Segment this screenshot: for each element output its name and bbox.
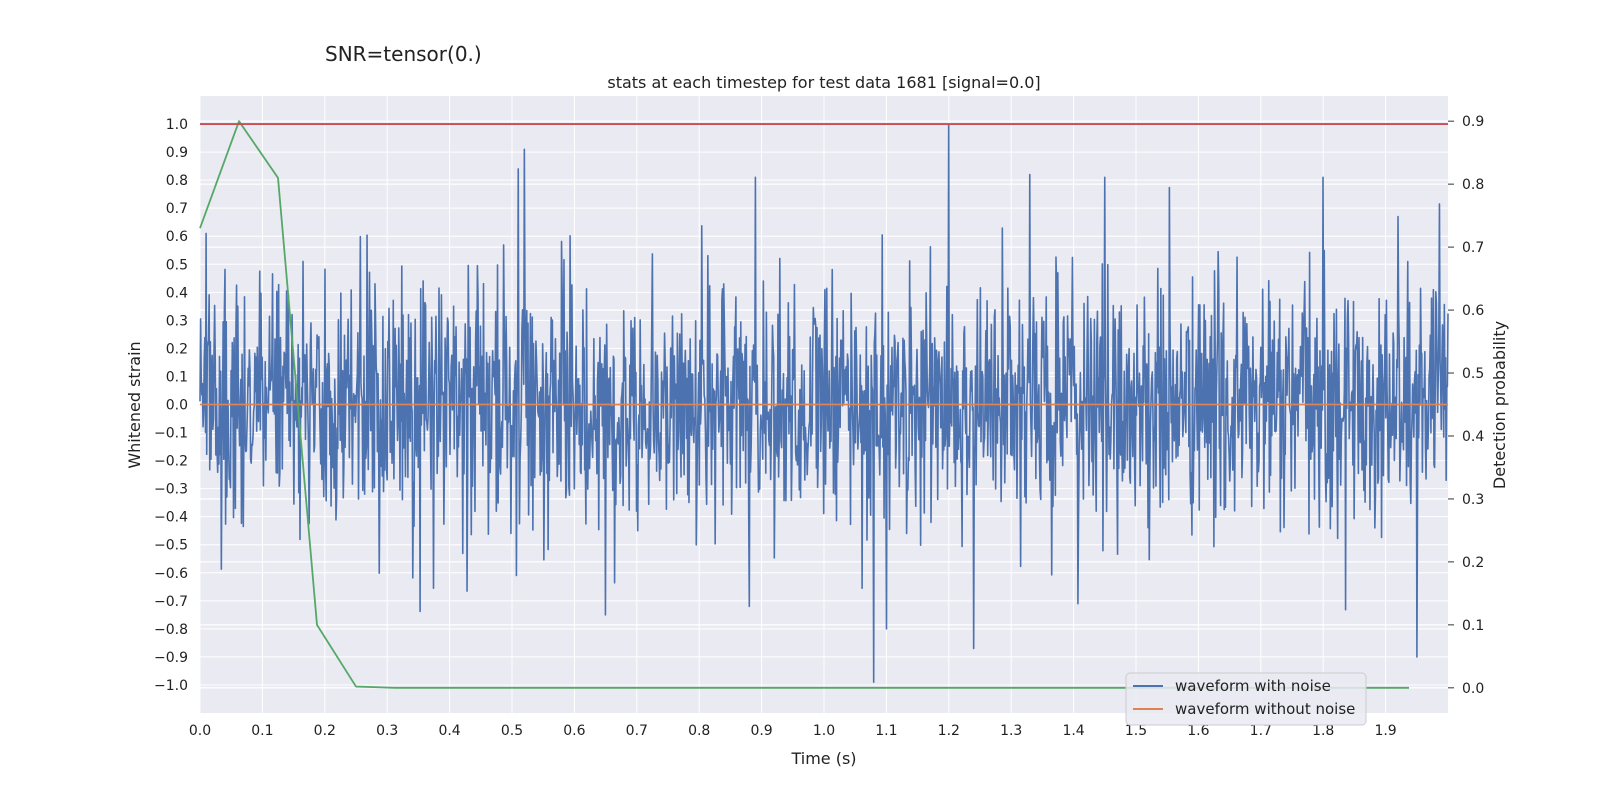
- chart-title: stats at each timestep for test data 168…: [607, 73, 1040, 92]
- y-tick-label: 0.3: [166, 313, 188, 329]
- x-tick-label: 1.8: [1312, 723, 1334, 739]
- x-tick-label: 0.2: [314, 723, 336, 739]
- y2-tick-label: 0.2: [1462, 555, 1484, 571]
- x-tick-label: 0.7: [626, 723, 648, 739]
- y2-tick-label: 0.4: [1462, 429, 1484, 445]
- y2-tick-label: 0.7: [1462, 240, 1484, 256]
- y2-tick-label: 0.5: [1462, 366, 1484, 382]
- y-tick-label: 0.1: [166, 369, 188, 385]
- y2-axis-label: Detection probability: [1490, 321, 1509, 489]
- y-tick-label: −1.0: [154, 678, 188, 694]
- x-tick-label: 0.4: [438, 723, 460, 739]
- y-tick-label: −0.8: [154, 622, 188, 638]
- legend-box: [1125, 672, 1367, 726]
- y-tick-label: 0.0: [166, 398, 188, 414]
- y-tick-label: 0.4: [166, 285, 188, 301]
- x-tick-label: 0.0: [189, 723, 211, 739]
- y2-tick-label: 0.1: [1462, 618, 1484, 634]
- y-tick-label: −0.2: [154, 454, 188, 470]
- y2-tick-label: 0.8: [1462, 177, 1484, 193]
- x-tick-label: 0.6: [563, 723, 585, 739]
- x-tick-label: 0.1: [251, 723, 273, 739]
- y-axis-label: Whitened strain: [125, 341, 144, 468]
- y-tick-label: −0.1: [154, 426, 188, 442]
- x-axis-label: Time (s): [790, 749, 856, 768]
- series-group: [199, 120, 1449, 689]
- y2-tick-label: 0.6: [1462, 303, 1484, 319]
- legend-label-noise: waveform with noise: [1175, 677, 1331, 695]
- y-tick-label: −0.6: [154, 566, 188, 582]
- x-tick-label: 1.7: [1250, 723, 1272, 739]
- x-tick-label: 0.9: [750, 723, 772, 739]
- x-tick-label: 1.2: [938, 723, 960, 739]
- x-tick-label: 1.6: [1187, 723, 1209, 739]
- x-tick-label: 0.3: [376, 723, 398, 739]
- x-tick-label: 1.3: [1000, 723, 1022, 739]
- series-line-0: [199, 123, 1449, 683]
- x-tick-label: 1.9: [1374, 723, 1396, 739]
- y-tick-label: 0.2: [166, 341, 188, 357]
- y-tick-label: −0.3: [154, 482, 188, 498]
- y-tick-label: −0.7: [154, 594, 188, 610]
- y-tick-label: −0.9: [154, 650, 188, 666]
- x-tick-label: 1.5: [1125, 723, 1147, 739]
- x-tick-label: 1.0: [813, 723, 835, 739]
- x-tick-label: 0.5: [501, 723, 523, 739]
- y-tick-label: 0.7: [166, 201, 188, 217]
- y2-axis-ticks: 0.9 0.8 0.7 0.6 0.5 0.4 0.3 0.2 0.1 0.0: [1448, 114, 1484, 697]
- y-tick-label: 0.8: [166, 173, 188, 189]
- y-tick-label: −0.5: [154, 538, 188, 554]
- legend-label-clean: waveform without noise: [1175, 700, 1355, 718]
- y-tick-label: 0.9: [166, 145, 188, 161]
- x-tick-label: 1.1: [875, 723, 897, 739]
- x-axis-ticks: 0.0 0.1 0.2 0.3 0.4 0.5 0.6 0.7 0.8 0.9 1.0 1.1 1.2 1…: [189, 723, 1397, 739]
- figure-suptitle: SNR=tensor(0.): [325, 42, 482, 66]
- x-tick-label: 0.8: [688, 723, 710, 739]
- x-tick-label: 1.4: [1062, 723, 1084, 739]
- y2-tick-label: 0.3: [1462, 492, 1484, 508]
- y-tick-label: −0.4: [154, 510, 188, 526]
- y-tick-label: 1.0: [166, 117, 188, 133]
- y2-tick-label: 0.9: [1462, 114, 1484, 130]
- y-tick-label: 0.6: [166, 229, 188, 245]
- series-line-2: [199, 120, 1409, 689]
- y-tick-label: 0.5: [166, 257, 188, 273]
- y-axis-ticks: 1.0 0.9 0.8 0.7 0.6 0.5 0.4 0.3 0.2 0.1 0.0 −0.1 −0.…: [154, 117, 188, 694]
- y2-tick-label: 0.0: [1462, 681, 1484, 697]
- legend: waveform with noise waveform without noi…: [1125, 672, 1367, 726]
